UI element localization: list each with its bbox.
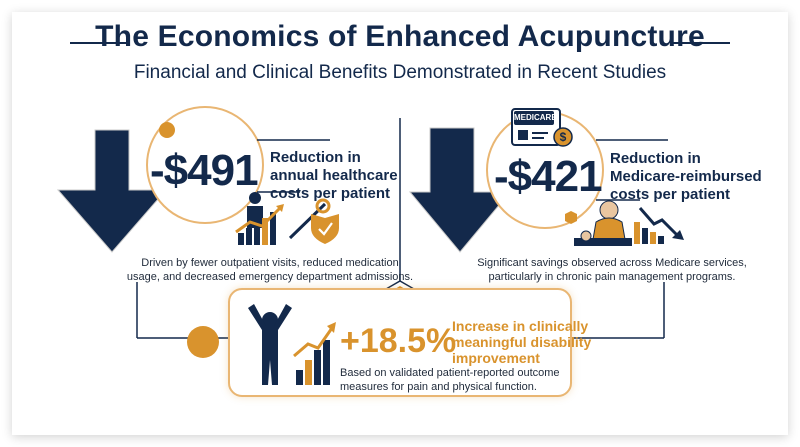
center-note-line-2: measures for pain and physical function. (340, 381, 537, 393)
title-rule-right (672, 42, 730, 44)
right-stat-note: Significant savings observed across Medi… (462, 256, 762, 284)
title-rule-left (70, 42, 128, 44)
left-heading-line-1: Reduction in (270, 149, 361, 166)
left-stat-value: -$491 (150, 146, 259, 195)
patient-acupuncture-icon (574, 200, 632, 246)
left-note-line-1: Driven by fewer outpatient visits, reduc… (141, 257, 399, 269)
center-stat-heading: Increase in clinically meaningful disabi… (452, 318, 591, 366)
left-stat-heading: Reduction in annual healthcare costs per… (270, 149, 398, 203)
center-stat-note: Based on validated patient-reported outc… (340, 366, 560, 394)
right-note-line-2: particularly in chronic pain management … (488, 271, 736, 283)
svg-text:$: $ (560, 130, 567, 144)
gold-dot (187, 326, 219, 358)
declining-chart-icon (634, 207, 684, 244)
left-heading-line-3: costs per patient (270, 185, 391, 202)
left-heading-line-2: annual healthcare (270, 167, 398, 184)
left-stat-note: Driven by fewer outpatient visits, reduc… (120, 256, 420, 284)
medicare-badge: MEDICARE (514, 111, 557, 125)
left-dot (159, 122, 175, 138)
right-stat-heading: Reduction in Medicare-reimbursed costs p… (610, 150, 762, 204)
acupuncture-needle-icon (288, 198, 331, 240)
page-title: The Economics of Enhanced Acupuncture (95, 20, 705, 53)
right-heading-line-1: Reduction in (610, 150, 701, 167)
right-stat-value: -$421 (494, 152, 603, 201)
dollar-coin-icon: $ (553, 127, 573, 147)
down-arrow-icon (56, 129, 168, 253)
center-heading-line-1: Increase in clinically (452, 318, 589, 334)
down-arrow-icon (408, 127, 512, 253)
center-stat-value: +18.5% (340, 322, 457, 360)
left-note-line-2: usage, and decreased emergency departmen… (126, 271, 414, 283)
triumphant-person-icon (248, 304, 292, 385)
center-heading-line-3: improvement (452, 350, 540, 366)
rising-bars-icon (293, 322, 336, 385)
right-note-line-1: Significant savings observed across Medi… (477, 257, 747, 269)
person-chart-icon (235, 192, 284, 245)
shield-check-icon (311, 214, 339, 244)
right-heading-line-3: costs per patient (610, 186, 731, 203)
left-circle (146, 106, 264, 224)
center-note-line-1: Based on validated patient-reported outc… (340, 367, 560, 379)
hexagon-icon (565, 211, 577, 224)
center-heading-line-2: meaningful disability (452, 334, 592, 350)
page-subtitle: Financial and Clinical Benefits Demonstr… (133, 62, 667, 83)
right-heading-line-2: Medicare-reimbursed (610, 168, 762, 185)
